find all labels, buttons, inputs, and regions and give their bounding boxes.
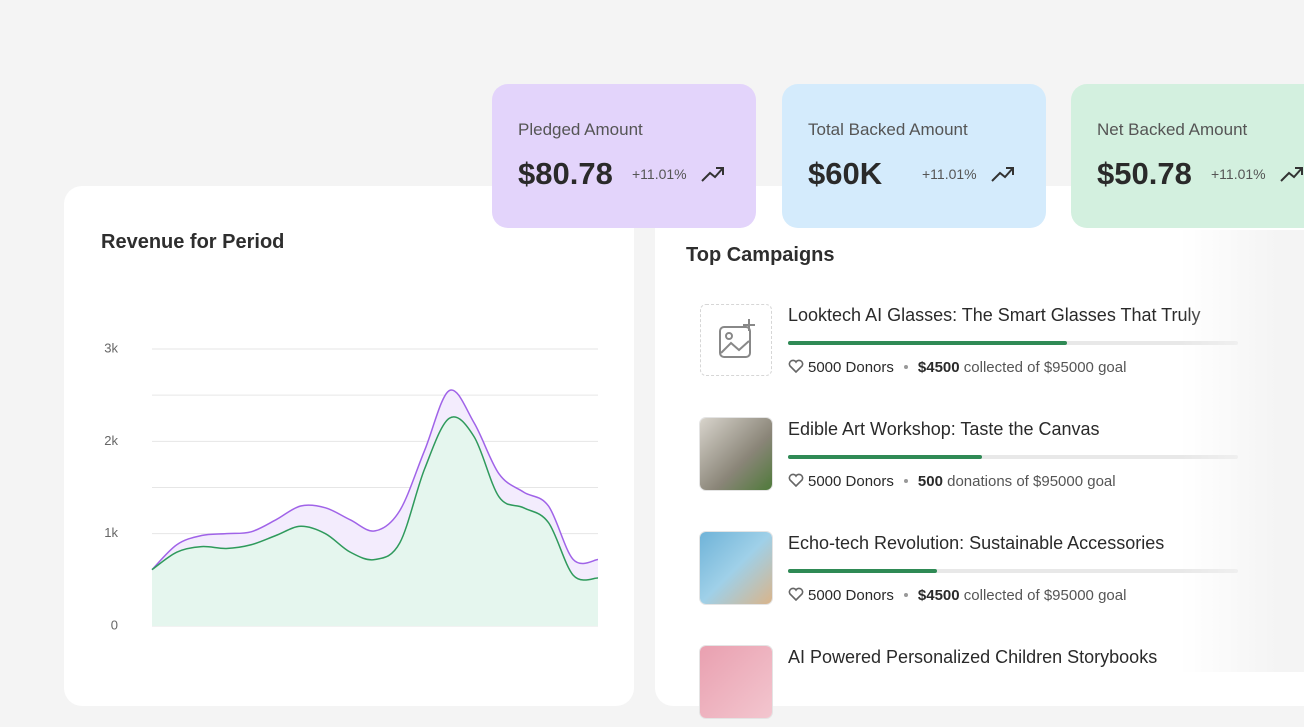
- stat-change: +11.01%: [922, 166, 977, 182]
- area: [152, 416, 598, 626]
- heart-icon: [788, 587, 808, 604]
- amount: 500: [917, 473, 943, 490]
- stat-label: Total Backed Amount: [808, 120, 968, 139]
- y-tick-label: 1k: [104, 525, 118, 540]
- heart-icon: [788, 359, 808, 376]
- progress-track: [788, 341, 1238, 345]
- campaign-meta: 5000 Donors $4500 collected of $95000 goa…: [788, 359, 1126, 376]
- progress-track: [788, 455, 1238, 459]
- stat-label: Pledged Amount: [518, 120, 643, 139]
- campaign-thumb: [700, 418, 772, 490]
- image-icon: [719, 319, 755, 358]
- y-tick-label: 0: [111, 617, 118, 632]
- y-tick-label: 3k: [104, 340, 118, 355]
- progress-bar: [788, 455, 982, 459]
- trend-icon: [701, 167, 724, 182]
- separator: [903, 365, 908, 369]
- campaign-row[interactable]: Looktech AI Glasses: The Smart Glasses T…: [700, 304, 1300, 385]
- stat-value: $80.78: [518, 156, 613, 191]
- campaign-meta: 5000 Donors $4500 collected of $95000 goa…: [788, 587, 1126, 604]
- stat-card: Net Backed Amount $50.78 +11.01%: [1071, 84, 1304, 228]
- stat-card: Total Backed Amount $60K +11.01%: [782, 84, 1046, 228]
- stat-change: +11.01%: [632, 166, 687, 182]
- fade-overlay: [1180, 230, 1304, 672]
- campaign-thumb: [700, 532, 772, 604]
- progress-bar: [788, 341, 1067, 345]
- stat-change: +11.01%: [1211, 166, 1266, 182]
- page: Pledged Amount $80.78 +11.01% Total Back…: [64, 84, 1304, 718]
- campaign-title: Looktech AI Glasses: The Smart Glasses T…: [788, 305, 1201, 325]
- separator: [903, 479, 908, 483]
- stat-value: $60K: [808, 156, 883, 191]
- progress-bar: [788, 569, 937, 573]
- campaign-title: Echo-tech Revolution: Sustainable Access…: [788, 533, 1165, 553]
- chart: 0 1k 2k 3k: [104, 340, 599, 632]
- heart-icon: [788, 473, 808, 490]
- progress-track: [788, 569, 1238, 573]
- amount-detail: collected of $95000 goal: [963, 587, 1127, 604]
- section-title: Top Campaigns: [686, 244, 835, 266]
- donors: 5000 Donors: [808, 473, 894, 490]
- campaign-meta: 5000 Donors 500 donations of $95000 goal: [788, 473, 1116, 490]
- campaign-title: AI Powered Personalized Children Storybo…: [788, 647, 1158, 667]
- donors: 5000 Donors: [808, 359, 894, 376]
- campaign-row[interactable]: Edible Art Workshop: Taste the Canvas 500…: [700, 418, 1300, 499]
- amount-detail: donations of $95000 goal: [947, 473, 1116, 490]
- amount: $4500: [917, 587, 960, 604]
- campaign-thumb: [700, 646, 772, 718]
- stat-card: Pledged Amount $80.78 +11.01%: [492, 84, 756, 228]
- donors: 5000 Donors: [808, 587, 894, 604]
- campaign-title: Edible Art Workshop: Taste the Canvas: [788, 419, 1100, 439]
- campaign-thumb: [700, 304, 772, 376]
- stat-value: $50.78: [1097, 156, 1192, 191]
- amount-detail: collected of $95000 goal: [963, 359, 1127, 376]
- chart-title: Revenue for Period: [101, 231, 285, 253]
- amount: $4500: [917, 359, 960, 376]
- line: [151, 389, 599, 571]
- line: [151, 416, 599, 581]
- stat-label: Net Backed Amount: [1097, 120, 1248, 139]
- trend-icon: [991, 167, 1014, 182]
- y-tick-label: 2k: [104, 433, 118, 448]
- campaign-row[interactable]: Echo-tech Revolution: Sustainable Access…: [700, 532, 1300, 613]
- separator: [903, 593, 908, 597]
- trend-icon: [1280, 167, 1303, 182]
